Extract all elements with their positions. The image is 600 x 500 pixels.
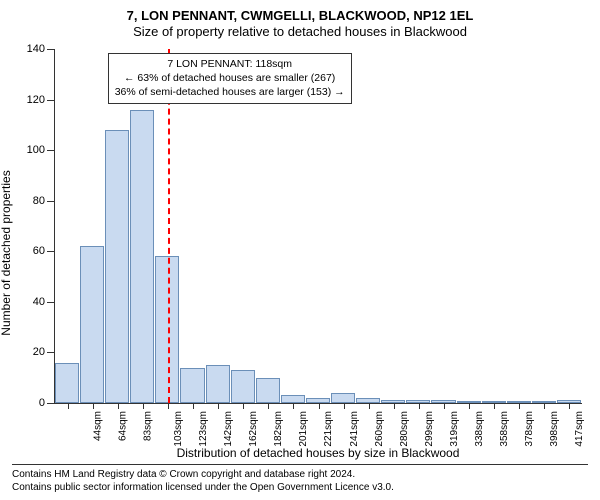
x-tick-label: 398sqm	[549, 411, 560, 447]
histogram-bar	[256, 378, 280, 403]
y-tick-label: 100	[27, 144, 55, 156]
x-tick-label: 378sqm	[524, 411, 535, 447]
x-tick-label: 260sqm	[374, 411, 385, 447]
y-tick-label: 40	[33, 296, 55, 308]
callout-line2: ← 63% of detached houses are smaller (26…	[115, 71, 345, 85]
histogram-bar	[130, 110, 154, 403]
y-tick-label: 60	[33, 245, 55, 257]
x-tick-label: 358sqm	[499, 411, 510, 447]
x-tick-label: 221sqm	[323, 411, 334, 447]
footer-line1: Contains HM Land Registry data © Crown c…	[12, 468, 588, 481]
x-tick-label: 142sqm	[223, 411, 234, 447]
x-tick-label: 201sqm	[298, 411, 309, 447]
x-axis-label: Distribution of detached houses by size …	[54, 446, 582, 460]
x-tick-label: 64sqm	[117, 411, 128, 441]
x-tick-label: 182sqm	[273, 411, 284, 447]
callout-line1: 7 LON PENNANT: 118sqm	[115, 57, 345, 71]
x-tick-label: 319sqm	[449, 411, 460, 447]
title-sub: Size of property relative to detached ho…	[12, 24, 588, 39]
x-tick-label: 162sqm	[248, 411, 259, 447]
chart-zone: Number of detached properties 7 LON PENN…	[12, 45, 588, 460]
title-address: 7, LON PENNANT, CWMGELLI, BLACKWOOD, NP1…	[12, 8, 588, 23]
footer: Contains HM Land Registry data © Crown c…	[12, 464, 588, 494]
x-tick-label: 280sqm	[399, 411, 410, 447]
histogram-bar	[105, 130, 129, 403]
y-tick-label: 0	[39, 397, 55, 409]
histogram-bar	[206, 365, 230, 403]
y-tick-label: 120	[27, 94, 55, 106]
x-tick-label: 338sqm	[474, 411, 485, 447]
footer-line2: Contains public sector information licen…	[12, 481, 588, 494]
x-tick-label: 123sqm	[198, 411, 209, 447]
y-tick-label: 20	[33, 346, 55, 358]
histogram-bar	[55, 363, 79, 403]
histogram-bar	[331, 393, 355, 403]
x-tick-label: 44sqm	[92, 411, 103, 441]
x-tick-label: 417sqm	[574, 411, 585, 447]
histogram-bar	[80, 246, 104, 403]
histogram-bar	[231, 370, 255, 403]
x-tick-label: 83sqm	[142, 411, 153, 441]
callout-box: 7 LON PENNANT: 118sqm ← 63% of detached …	[108, 53, 352, 104]
x-tick-label: 299sqm	[424, 411, 435, 447]
x-tick-label: 241sqm	[349, 411, 360, 447]
callout-line3: 36% of semi-detached houses are larger (…	[115, 85, 345, 99]
y-tick-label: 80	[33, 195, 55, 207]
y-tick-label: 140	[27, 43, 55, 55]
histogram-bar	[180, 368, 204, 403]
x-tick-label: 103sqm	[173, 411, 184, 447]
plot-area: 7 LON PENNANT: 118sqm ← 63% of detached …	[54, 49, 582, 404]
chart-container: 7, LON PENNANT, CWMGELLI, BLACKWOOD, NP1…	[0, 0, 600, 500]
y-axis-label: Number of detached properties	[0, 170, 13, 335]
histogram-bar	[281, 395, 305, 403]
